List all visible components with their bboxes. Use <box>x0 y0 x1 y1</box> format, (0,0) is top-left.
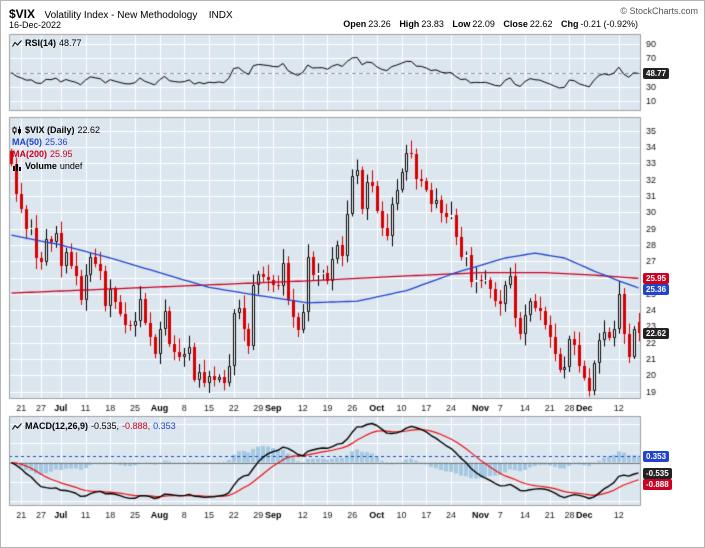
macd-badge-hist: 0.353 <box>643 451 670 462</box>
high-value: 23.83 <box>421 19 444 29</box>
price-legend-label: $VIX (Daily) <box>25 125 75 135</box>
high-label: High <box>399 19 420 29</box>
ma200-value: 25.95 <box>50 149 73 159</box>
quote-line: Open 23.26 High 23.83 Low 22.09 Close 22.62 … <box>337 19 638 29</box>
volume-label: Volume <box>25 161 57 171</box>
low-label: Low <box>452 19 471 29</box>
close-label: Close <box>503 19 528 29</box>
open-value: 23.26 <box>368 19 391 29</box>
price-badge-ma50: 25.36 <box>643 284 670 295</box>
macd-legend: MACD(12,26,9) -0.535, -0.888, 0.353 <box>12 420 176 432</box>
macd-signal-value: -0.888, <box>122 421 151 431</box>
price-badge-last: 22.62 <box>643 328 670 339</box>
volume-value: undef <box>59 161 83 171</box>
date-label: 16-Dec-2022 <box>9 20 62 30</box>
candlestick-icon <box>12 126 21 134</box>
low-value: 22.09 <box>472 19 495 29</box>
volume-bars-icon <box>13 163 21 171</box>
price-legend: $VIX (Daily) 22.62 MA(50) 25.36 MA(200) … <box>12 124 100 172</box>
macd-hist-value: 0.353 <box>153 421 176 431</box>
chart-title: Volatility Index - New Methodology <box>44 10 198 21</box>
rsi-badge: 48.77 <box>643 68 670 79</box>
chart-header: $VIX Volatility Index - New Methodology … <box>9 5 233 23</box>
macd-label: MACD(12,26,9) <box>25 421 89 431</box>
open-label: Open <box>343 19 367 29</box>
ma50-label: MA(50) <box>12 137 43 147</box>
price-badge-ma200: 25.95 <box>643 273 670 284</box>
macd-badge-macd: -0.535 <box>643 468 672 479</box>
price-legend-value: 22.62 <box>77 125 101 135</box>
symbol: $VIX <box>9 7 36 21</box>
exchange-label: INDX <box>208 10 233 21</box>
rsi-label: RSI(14) <box>25 38 57 48</box>
chg-value: -0.21 (-0.92%) <box>580 19 638 29</box>
ma200-label: MA(200) <box>12 149 48 159</box>
rsi-value: 48.77 <box>59 38 82 48</box>
ma50-value: 25.36 <box>45 137 68 147</box>
close-value: 22.62 <box>529 19 553 29</box>
macd-value: -0.535, <box>91 421 120 431</box>
chg-label: Chg <box>560 19 579 29</box>
rsi-legend: RSI(14) 48.77 <box>12 37 82 49</box>
copyright: © StockCharts.com <box>620 6 698 16</box>
indicator-line-icon <box>12 39 22 47</box>
macd-line-icon <box>12 422 22 430</box>
macd-badge-signal: -0.888 <box>643 479 672 490</box>
